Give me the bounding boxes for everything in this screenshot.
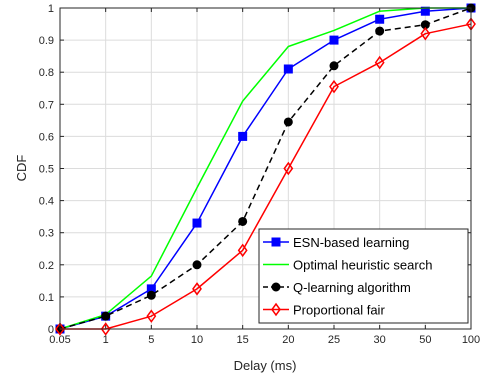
square-marker <box>375 14 385 24</box>
y-tick-labels: 0 0.1 0.2 0.3 0.4 0.5 0.6 0.7 0.8 0.9 1 <box>39 3 54 336</box>
y-tick-label: 0.9 <box>39 35 54 47</box>
diamond-marker <box>420 26 431 41</box>
series-proportional-fair <box>55 17 476 336</box>
circle-marker <box>375 26 385 36</box>
y-tick-label: 1 <box>48 3 54 15</box>
y-tick-label: 0.1 <box>39 292 54 304</box>
y-tick-label: 0.3 <box>39 228 54 240</box>
series-optimal-heuristic-search <box>59 7 471 330</box>
diamond-marker <box>100 322 111 336</box>
square-marker <box>420 6 430 16</box>
diamond-marker <box>283 161 294 176</box>
square-marker <box>238 131 248 141</box>
y-tick-label: 0.6 <box>39 131 54 143</box>
y-tick-label: 0.8 <box>39 67 54 79</box>
circle-marker <box>271 282 281 292</box>
square-marker <box>283 64 293 74</box>
legend-label: Optimal heuristic search <box>293 258 432 273</box>
square-marker <box>329 35 339 45</box>
circle-marker <box>146 290 156 300</box>
y-axis-label: CDF <box>14 155 29 182</box>
x-tick-label: 0.05 <box>49 334 70 346</box>
x-tick-label: 5 <box>148 334 154 346</box>
y-tick-label: 0.2 <box>39 260 54 272</box>
square-marker <box>271 237 281 247</box>
legend-label: Proportional fair <box>293 303 385 318</box>
legend-label: ESN-based learning <box>293 235 409 250</box>
diamond-marker <box>374 55 385 70</box>
diamond-marker <box>192 282 202 296</box>
series-group <box>55 3 476 336</box>
diamond-marker <box>271 302 281 317</box>
series-line <box>59 7 472 330</box>
circle-marker <box>238 216 248 226</box>
y-tick-label: 0.5 <box>39 164 54 176</box>
diamond-marker <box>146 309 157 323</box>
x-tick-label: 10 <box>191 334 203 346</box>
legend-label: Q-learning algorithm <box>293 280 411 295</box>
square-marker <box>192 218 202 228</box>
x-tick-label: 30 <box>374 334 386 346</box>
series-line <box>60 23 472 330</box>
x-axis-label: Delay (ms) <box>234 358 297 373</box>
y-tick-label: 0.7 <box>39 99 54 111</box>
x-tick-label: 25 <box>328 334 340 346</box>
series-line <box>59 7 472 330</box>
x-tick-label: 50 <box>419 334 431 346</box>
y-tick-label: 0 <box>48 324 54 336</box>
x-tick-label: 15 <box>237 334 249 346</box>
circle-marker <box>329 61 339 71</box>
x-tick-label: 1 <box>103 334 109 346</box>
circle-marker <box>101 311 111 321</box>
x-tick-label: 20 <box>282 334 294 346</box>
diamond-marker <box>55 322 65 336</box>
y-tick-label: 0.4 <box>39 196 54 208</box>
series-line <box>59 7 471 330</box>
circle-marker <box>192 260 202 270</box>
legend-box <box>258 228 469 324</box>
circle-marker <box>283 117 293 127</box>
diamond-marker <box>237 243 248 258</box>
legend: ESN-based learning Optimal heuristic sear… <box>258 228 469 324</box>
diamond-marker <box>329 79 339 94</box>
plot-frame <box>59 7 472 330</box>
x-tick-label: 100 <box>462 334 480 346</box>
x-tick-labels: 0.05 1 5 10 15 20 25 30 50 100 <box>49 334 480 346</box>
